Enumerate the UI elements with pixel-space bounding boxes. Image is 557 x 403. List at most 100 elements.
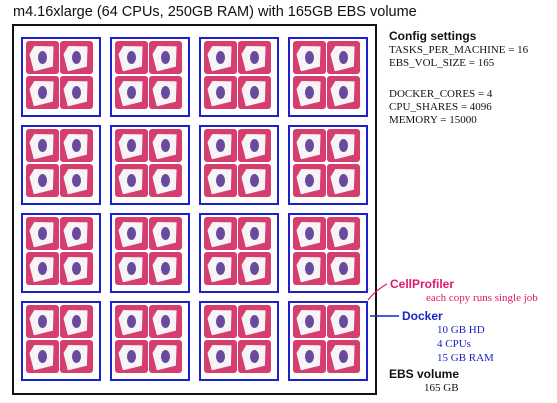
- cellprofiler-logo-icon: [60, 164, 93, 197]
- docker-container: [288, 213, 368, 293]
- config-line: DOCKER_CORES = 4: [389, 88, 493, 100]
- cellprofiler-logo-icon: [238, 340, 271, 373]
- cellprofiler-dot-shape: [339, 227, 348, 240]
- cellprofiler-dot-shape: [250, 51, 259, 64]
- cellprofiler-logo-icon: [238, 217, 271, 250]
- cellprofiler-logo-icon: [115, 252, 148, 285]
- cellprofiler-logo-icon: [327, 41, 360, 74]
- cellprofiler-dot-shape: [339, 86, 348, 99]
- cellprofiler-logo-icon: [26, 129, 59, 162]
- cellprofiler-logo-icon: [26, 252, 59, 285]
- cellprofiler-logo-icon: [293, 164, 326, 197]
- cellprofiler-logo-icon: [149, 129, 182, 162]
- cellprofiler-dot-shape: [38, 350, 47, 363]
- cellprofiler-logo-icon: [238, 129, 271, 162]
- cellprofiler-dot-shape: [339, 350, 348, 363]
- cellprofiler-logo-icon: [149, 217, 182, 250]
- cellprofiler-logo-icon: [204, 129, 237, 162]
- cellprofiler-dot-shape: [72, 315, 81, 328]
- cellprofiler-dot-shape: [339, 139, 348, 152]
- cellprofiler-dot-shape: [161, 51, 170, 64]
- cellprofiler-logo-icon: [204, 41, 237, 74]
- cellprofiler-dot-shape: [250, 227, 259, 240]
- cellprofiler-logo-icon: [238, 252, 271, 285]
- cellprofiler-logo-icon: [115, 217, 148, 250]
- diagram-title: m4.16xlarge (64 CPUs, 250GB RAM) with 16…: [13, 4, 417, 20]
- cellprofiler-dot-shape: [72, 86, 81, 99]
- cellprofiler-logo-icon: [115, 129, 148, 162]
- cellprofiler-dot-shape: [161, 350, 170, 363]
- cellprofiler-dot-shape: [72, 174, 81, 187]
- cellprofiler-dot-shape: [216, 262, 225, 275]
- cellprofiler-logo-icon: [293, 252, 326, 285]
- cellprofiler-dot-shape: [305, 315, 314, 328]
- cellprofiler-logo-icon: [149, 41, 182, 74]
- cellprofiler-dot-shape: [38, 86, 47, 99]
- cellprofiler-dot-shape: [72, 51, 81, 64]
- cellprofiler-dot-shape: [216, 174, 225, 187]
- docker-container: [21, 125, 101, 205]
- config-heading: Config settings: [389, 29, 477, 43]
- cellprofiler-dot-shape: [216, 51, 225, 64]
- cellprofiler-logo-icon: [115, 164, 148, 197]
- cellprofiler-dot-shape: [127, 174, 136, 187]
- config-line: EBS_VOL_SIZE = 165: [389, 57, 495, 69]
- cellprofiler-logo-icon: [238, 164, 271, 197]
- cellprofiler-logo-icon: [293, 129, 326, 162]
- cellprofiler-dot-shape: [250, 139, 259, 152]
- cellprofiler-logo-icon: [293, 340, 326, 373]
- docker-container: [288, 301, 368, 381]
- docker-container: [110, 37, 190, 117]
- cellprofiler-dot-shape: [339, 262, 348, 275]
- config-line: TASKS_PER_MACHINE = 16: [389, 44, 529, 56]
- docker-container: [199, 125, 279, 205]
- cellprofiler-logo-icon: [26, 305, 59, 338]
- cellprofiler-logo-icon: [115, 340, 148, 373]
- cellprofiler-dot-shape: [339, 51, 348, 64]
- cellprofiler-logo-icon: [204, 340, 237, 373]
- cellprofiler-logo-icon: [327, 217, 360, 250]
- cellprofiler-dot-shape: [161, 139, 170, 152]
- cellprofiler-logo-icon: [238, 41, 271, 74]
- cellprofiler-dot-shape: [127, 350, 136, 363]
- cellprofiler-dot-shape: [127, 262, 136, 275]
- docker-container: [288, 125, 368, 205]
- cellprofiler-dot-shape: [127, 227, 136, 240]
- config-line: CPU_SHARES = 4096: [389, 101, 492, 113]
- cellprofiler-logo-icon: [60, 305, 93, 338]
- docker-container: [21, 301, 101, 381]
- cellprofiler-dot-shape: [250, 350, 259, 363]
- ebs-size: 165 GB: [424, 382, 459, 394]
- cellprofiler-logo-icon: [60, 252, 93, 285]
- cellprofiler-logo-icon: [60, 76, 93, 109]
- cellprofiler-logo-icon: [204, 76, 237, 109]
- cellprofiler-logo-icon: [204, 305, 237, 338]
- cellprofiler-dot-shape: [305, 51, 314, 64]
- cellprofiler-logo-icon: [60, 41, 93, 74]
- cellprofiler-dot-shape: [38, 139, 47, 152]
- cellprofiler-dot-shape: [250, 174, 259, 187]
- cellprofiler-logo-icon: [293, 41, 326, 74]
- cellprofiler-dot-shape: [161, 262, 170, 275]
- cellprofiler-dot-shape: [72, 350, 81, 363]
- cellprofiler-logo-icon: [327, 305, 360, 338]
- cellprofiler-dot-shape: [127, 139, 136, 152]
- docker-spec-cpus: 4 CPUs: [437, 338, 471, 350]
- cellprofiler-dot-shape: [38, 262, 47, 275]
- cellprofiler-logo-icon: [149, 252, 182, 285]
- cellprofiler-dot-shape: [216, 139, 225, 152]
- cellprofiler-logo-icon: [204, 217, 237, 250]
- cellprofiler-dot-shape: [216, 315, 225, 328]
- cellprofiler-dot-shape: [305, 139, 314, 152]
- docker-container: [288, 37, 368, 117]
- docker-container: [199, 301, 279, 381]
- cellprofiler-logo-icon: [60, 217, 93, 250]
- cellprofiler-logo-icon: [115, 76, 148, 109]
- cellprofiler-note: each copy runs single job: [426, 292, 538, 304]
- cellprofiler-logo-icon: [327, 76, 360, 109]
- docker-spec-ram: 15 GB RAM: [437, 352, 494, 364]
- cellprofiler-dot-shape: [72, 262, 81, 275]
- cellprofiler-dot-shape: [127, 86, 136, 99]
- docker-container: [21, 213, 101, 293]
- cellprofiler-dot-shape: [250, 262, 259, 275]
